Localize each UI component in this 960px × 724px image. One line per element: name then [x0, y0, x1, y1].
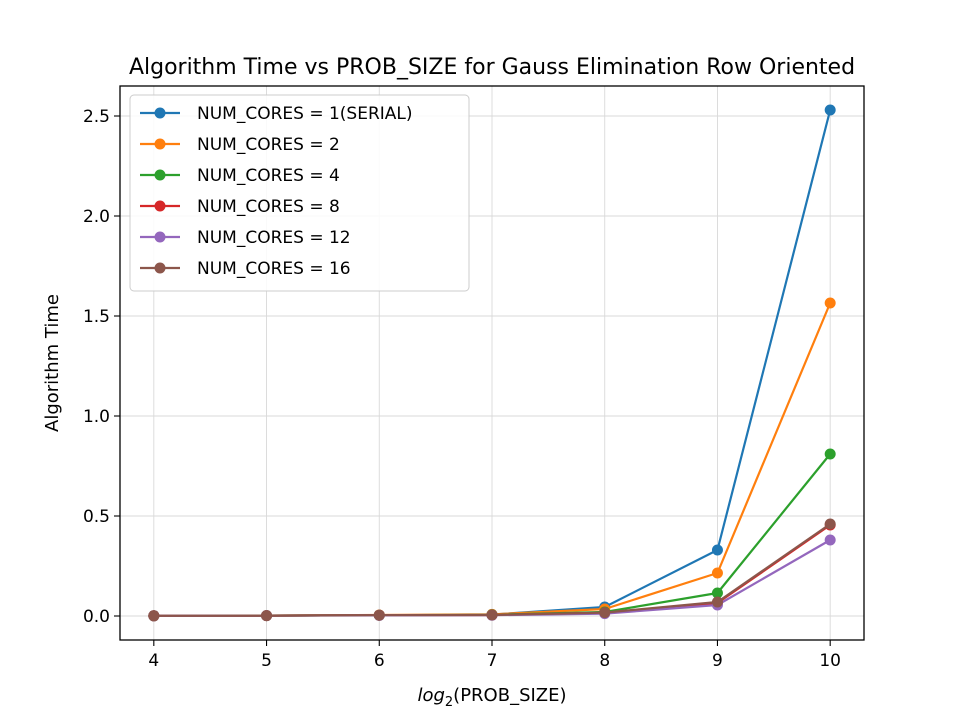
- data-point: [824, 518, 836, 530]
- data-point: [824, 297, 836, 309]
- series-layer: [148, 104, 836, 622]
- data-point: [486, 609, 498, 621]
- y-tick-label: 0.0: [83, 607, 110, 627]
- legend-label: NUM_CORES = 4: [197, 166, 340, 186]
- chart-title: Algorithm Time vs PROB_SIZE for Gauss El…: [129, 55, 855, 80]
- legend-label: NUM_CORES = 1(SERIAL): [197, 104, 413, 124]
- legend-label: NUM_CORES = 12: [197, 228, 351, 248]
- x-tick-label: 4: [148, 651, 159, 671]
- legend-item: NUM_CORES = 8: [140, 197, 340, 217]
- x-tick-label: 6: [374, 651, 385, 671]
- x-axis-label-text: (PROB_SIZE): [453, 685, 566, 706]
- y-axis-label: Algorithm Time: [42, 294, 63, 432]
- y-tick-label: 1.5: [83, 307, 110, 327]
- x-tick-label: 5: [261, 651, 272, 671]
- data-point: [711, 587, 723, 599]
- data-point: [824, 104, 836, 116]
- legend-swatch-marker: [154, 169, 166, 181]
- data-point: [711, 567, 723, 579]
- legend: NUM_CORES = 1(SERIAL) NUM_CORES = 2 NUM_CO…: [129, 94, 470, 292]
- legend-box: [129, 94, 470, 292]
- legend-swatch-marker: [154, 200, 166, 212]
- legend-label: NUM_CORES = 8: [197, 197, 340, 217]
- data-point: [261, 610, 273, 622]
- y-tick-label: 1.0: [83, 407, 110, 427]
- legend-swatch-marker: [154, 231, 166, 243]
- y-tick-label: 2.5: [83, 107, 110, 127]
- data-point: [711, 596, 723, 608]
- legend-item: NUM_CORES = 2: [140, 135, 340, 155]
- legend-label: NUM_CORES = 16: [197, 259, 351, 279]
- x-tick-label: 10: [819, 651, 841, 671]
- legend-swatch-marker: [154, 262, 166, 274]
- series-5: [148, 518, 836, 622]
- x-axis-label-log: log: [417, 685, 444, 706]
- x-axis-label-subscript: 2: [445, 695, 453, 710]
- legend-item: NUM_CORES = 16: [140, 259, 351, 279]
- legend-label: NUM_CORES = 2: [197, 135, 340, 155]
- legend-swatch-marker: [154, 107, 166, 119]
- y-tick-label: 2.0: [83, 207, 110, 227]
- legend-item: NUM_CORES = 1(SERIAL): [140, 104, 413, 124]
- data-point: [711, 544, 723, 556]
- legend-item: NUM_CORES = 4: [140, 166, 340, 186]
- x-tick-label: 9: [712, 651, 723, 671]
- x-tick-label: 7: [487, 651, 498, 671]
- data-point: [373, 609, 385, 621]
- x-axis-label: log2(PROB_SIZE): [417, 685, 566, 710]
- data-point: [599, 607, 611, 619]
- legend-swatch-marker: [154, 138, 166, 150]
- y-tick-label: 0.5: [83, 507, 110, 527]
- data-point: [824, 534, 836, 546]
- x-tick-label: 8: [599, 651, 610, 671]
- legend-item: NUM_CORES = 12: [140, 228, 351, 248]
- data-point: [824, 448, 836, 460]
- axis-ticks: 4 5 6 7 8 9 10 0.0 0.5 1.0 1.5 2.0 2.5: [83, 107, 841, 671]
- data-point: [148, 610, 160, 622]
